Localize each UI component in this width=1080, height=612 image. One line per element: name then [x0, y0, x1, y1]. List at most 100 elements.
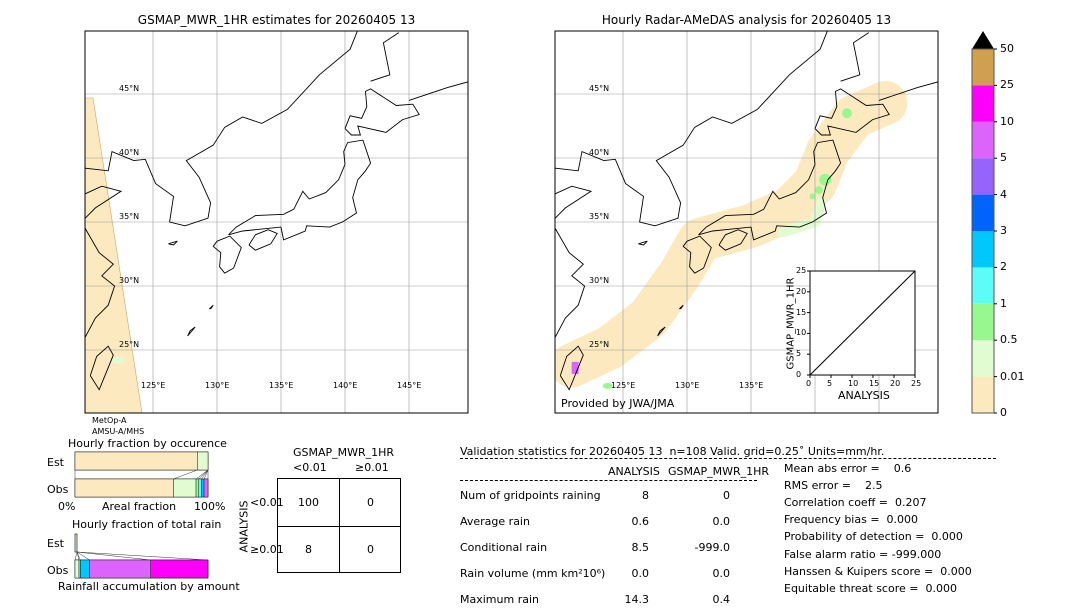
score-line: RMS error = 2.5	[784, 479, 883, 493]
lat-label: 45°N	[119, 84, 140, 93]
coastline	[555, 228, 586, 338]
coastline	[718, 229, 748, 251]
colorbar-tick-label: 50	[1000, 42, 1014, 55]
coastline	[248, 229, 278, 251]
stat-label: Average rain	[460, 515, 530, 528]
coastline	[657, 326, 666, 337]
stat-gsmap: 0.4	[712, 593, 731, 606]
colorbar-tick-label: 3	[1000, 224, 1007, 237]
sensor-label-1: MetOp-A	[92, 416, 127, 425]
score-line: Probability of detection = 0.000	[784, 530, 963, 544]
score-line: Mean abs error = 0.6	[784, 462, 912, 475]
lat-label: 40°N	[119, 148, 140, 157]
coastline	[555, 31, 828, 227]
x-tick-label: 25	[911, 379, 922, 388]
lon-label: 135°E	[739, 381, 764, 390]
lat-label: 25°N	[589, 340, 610, 349]
lon-label: 125°E	[611, 381, 636, 390]
coastline	[678, 304, 684, 310]
stats-header: Validation statistics for 20260405 13 n=…	[460, 445, 996, 459]
rain-est-bar-segment	[74, 533, 78, 553]
cell: 0	[367, 543, 374, 556]
colorbar-tick-label: 0.01	[1000, 369, 1025, 383]
rain-area	[85, 97, 143, 413]
score-line: Correlation coeff = 0.207	[784, 496, 927, 510]
coastline	[559, 345, 584, 391]
occ-est-bar-segment	[74, 451, 198, 471]
stat-analysis: 0.6	[631, 515, 650, 528]
coastline	[878, 81, 938, 101]
map-frame	[84, 30, 469, 414]
rain-obs-label: Obs	[47, 564, 69, 577]
colorbar-extend-arrow	[972, 31, 994, 49]
rain-area	[571, 361, 579, 374]
lat-label: 45°N	[589, 84, 610, 93]
stat-analysis: 8	[642, 489, 649, 502]
rain-area	[814, 186, 823, 194]
rain-xlabel: Rainfall accumulation by amount	[58, 580, 240, 593]
contingency-row-0: <0.01	[250, 496, 284, 509]
connector-line	[74, 551, 78, 561]
colorbar-tick-label: 1	[1000, 296, 1007, 310]
lat-label: 25°N	[119, 340, 140, 349]
y-tick-label: 15	[796, 307, 807, 317]
rain-area	[112, 356, 124, 364]
stats-col-analysis: ANALYSIS	[608, 465, 660, 478]
occ-obs-bar-segment	[203, 478, 209, 498]
coastline	[187, 326, 196, 337]
coastline	[555, 185, 593, 219]
lat-label: 35°N	[589, 212, 610, 221]
rain-fraction-title: Hourly fraction of total rain	[72, 518, 222, 531]
lat-label: 30°N	[589, 276, 610, 285]
coastline	[370, 32, 400, 82]
colorbar-tick-label: 25	[1000, 78, 1014, 92]
score-line: Hanssen & Kuipers score = 0.000	[784, 564, 972, 578]
coastline	[85, 228, 116, 338]
connector-line	[203, 469, 209, 480]
inset-xlabel: ANALYSIS	[838, 389, 890, 402]
colorbar-tick-label: 0.5	[1000, 333, 1018, 347]
occ-obs-bar-segment	[195, 478, 199, 498]
coastline	[840, 32, 870, 82]
rain-area	[819, 173, 832, 186]
colorbar-segment	[972, 194, 994, 231]
stat-analysis: 14.3	[624, 593, 650, 606]
coastline	[344, 88, 420, 136]
rain-obs-bar-segment	[150, 559, 209, 579]
contingency-col-1: ≥0.01	[355, 461, 389, 474]
stat-label: Num of gridpoints raining	[460, 489, 601, 502]
colorbar-segment	[972, 376, 994, 413]
rain-area	[842, 108, 852, 119]
stat-analysis: 8.5	[631, 541, 650, 554]
x-tick-label: 15	[869, 379, 880, 388]
occ-xmax: 100%	[194, 500, 226, 513]
map-frame	[554, 30, 939, 414]
contingency-col-0: <0.01	[293, 461, 327, 474]
lon-label: 125°E	[141, 381, 166, 390]
stats-col-gsmap: GSMAP_MWR_1HR	[668, 465, 770, 478]
contingency-row-axis: ANALYSIS	[237, 500, 251, 553]
colorbar-segment	[972, 49, 994, 86]
stats-divider	[460, 480, 757, 481]
coastline	[698, 139, 842, 241]
y-tick-label: 20	[796, 286, 807, 296]
colorbar-segment	[972, 158, 994, 195]
colorbar-segment	[972, 231, 994, 268]
coastline	[682, 235, 712, 274]
rain-obs-bar-segment	[89, 559, 152, 579]
colorbar-segment	[972, 267, 994, 304]
colorbar-segment	[972, 303, 994, 341]
right-map	[554, 30, 939, 414]
right-map-title: Hourly Radar-AMeDAS analysis for 2026040…	[601, 13, 892, 27]
score-line: False alarm ratio = -999.000	[784, 547, 942, 561]
x-tick-label: 10	[848, 379, 859, 388]
occ-est-bar-segment	[197, 451, 209, 471]
x-tick-label: 20	[890, 379, 901, 388]
colorbar-tick-label: 0	[1000, 406, 1007, 419]
table-divider	[339, 479, 340, 572]
coastline	[89, 345, 114, 391]
colorbar-tick-label: 4	[1000, 187, 1007, 201]
colorbar-tick-label: 10	[1000, 114, 1014, 128]
coastline	[212, 235, 242, 274]
